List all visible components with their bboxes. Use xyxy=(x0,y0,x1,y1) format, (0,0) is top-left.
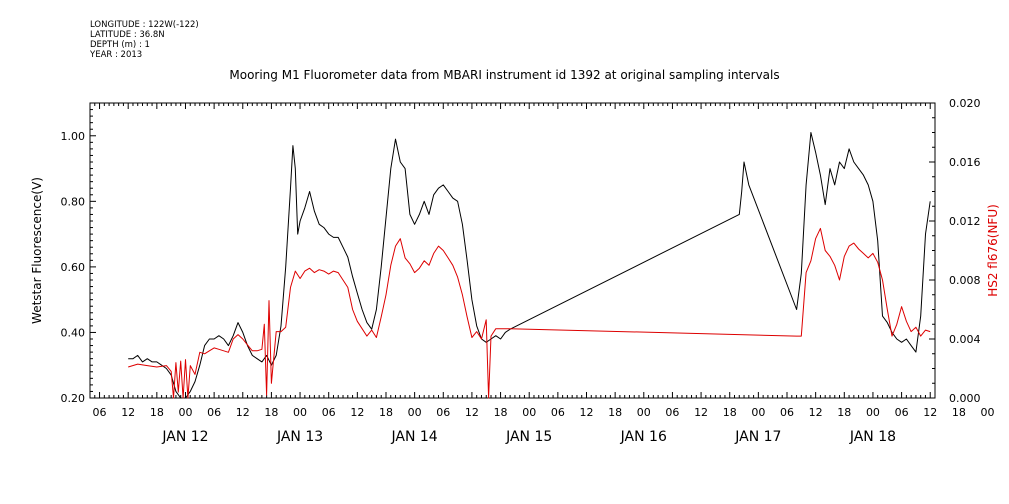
x-tick-label: 18 xyxy=(494,406,508,419)
x-day-label: JAN 15 xyxy=(505,429,552,445)
x-day-label: JAN 12 xyxy=(161,429,208,445)
x-tick-label: 06 xyxy=(322,406,336,419)
x-tick-label: 18 xyxy=(150,406,164,419)
y-right-tick-label: 0.000 xyxy=(949,392,981,405)
x-tick-label: 00 xyxy=(408,406,422,419)
y-left-tick-label: 0.80 xyxy=(61,195,86,208)
x-tick-label: 06 xyxy=(207,406,221,419)
x-tick-label: 18 xyxy=(264,406,278,419)
x-tick-label: 18 xyxy=(608,406,622,419)
series-line-hs2 xyxy=(128,227,931,399)
x-tick-label: 18 xyxy=(837,406,851,419)
x-tick-label: 06 xyxy=(436,406,450,419)
year-label: YEAR : 2013 xyxy=(90,50,143,60)
x-tick-label: 18 xyxy=(379,406,393,419)
y-right-tick-label: 0.016 xyxy=(949,156,981,169)
x-tick-label: 12 xyxy=(923,406,937,419)
x-tick-label: 12 xyxy=(579,406,593,419)
x-tick-label: 00 xyxy=(751,406,765,419)
x-tick-label: 12 xyxy=(236,406,250,419)
x-tick-label: 00 xyxy=(981,406,995,419)
x-tick-label: 00 xyxy=(293,406,307,419)
x-tick-label: 12 xyxy=(809,406,823,419)
x-tick-label: 00 xyxy=(522,406,536,419)
longitude-label: LONGITUDE : 122W(-122) xyxy=(90,20,199,30)
x-tick-label: 06 xyxy=(551,406,565,419)
y-right-tick-label: 0.004 xyxy=(949,333,981,346)
x-tick-label: 06 xyxy=(895,406,909,419)
y-axis-label-right: HS2 fl676(NFU) xyxy=(986,204,1000,297)
chart-title: Mooring M1 Fluorometer data from MBARI i… xyxy=(229,68,780,82)
x-tick-label: 00 xyxy=(178,406,192,419)
y-left-tick-label: 1.00 xyxy=(61,130,86,143)
x-tick-label: 12 xyxy=(121,406,135,419)
x-day-label: JAN 16 xyxy=(620,429,667,445)
y-right-tick-label: 0.008 xyxy=(949,274,981,287)
y-right-tick-label: 0.020 xyxy=(949,97,981,110)
x-day-label: JAN 17 xyxy=(734,429,781,445)
y-axis-label-left: Wetstar Fluorescence(V) xyxy=(30,177,44,324)
x-tick-label: 06 xyxy=(780,406,794,419)
x-day-label: JAN 14 xyxy=(391,429,438,445)
metadata-block: LONGITUDE : 122W(-122) LATITUDE : 36.8N … xyxy=(90,20,199,60)
x-day-label: JAN 13 xyxy=(276,429,323,445)
x-tick-label: 18 xyxy=(952,406,966,419)
plot-frame xyxy=(89,102,936,399)
depth-label: DEPTH (m) : 1 xyxy=(90,40,150,50)
y-left-tick-label: 0.40 xyxy=(61,326,86,339)
x-tick-label: 18 xyxy=(723,406,737,419)
series-line-wetstar xyxy=(128,132,931,399)
x-tick-label: 06 xyxy=(665,406,679,419)
latitude-label: LATITUDE : 36.8N xyxy=(90,30,165,40)
x-tick-label: 00 xyxy=(866,406,880,419)
x-tick-label: 06 xyxy=(93,406,107,419)
y-right-tick-label: 0.012 xyxy=(949,215,981,228)
x-day-label: JAN 18 xyxy=(849,429,896,445)
x-tick-label: 12 xyxy=(350,406,364,419)
x-tick-label: 12 xyxy=(694,406,708,419)
x-tick-label: 12 xyxy=(465,406,479,419)
y-left-tick-label: 0.20 xyxy=(61,392,86,405)
x-tick-label: 00 xyxy=(637,406,651,419)
y-left-tick-label: 0.60 xyxy=(61,261,86,274)
